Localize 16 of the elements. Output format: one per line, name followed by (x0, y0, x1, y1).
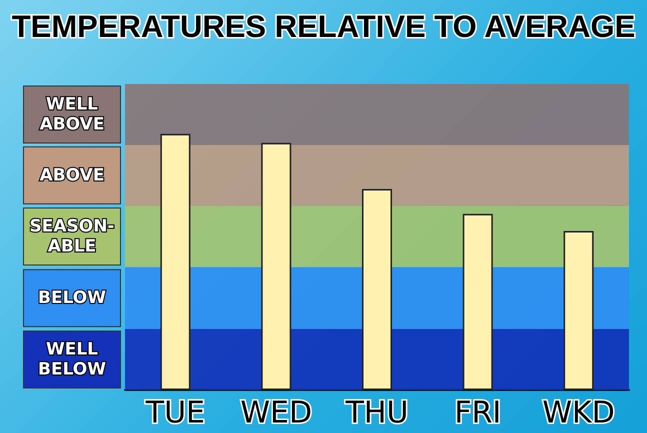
bar (160, 134, 190, 390)
band-label: BELOW (38, 288, 106, 308)
bar (362, 188, 392, 390)
band-label: WELL ABOVE (40, 94, 104, 134)
band-label: WELL BELOW (38, 340, 106, 380)
x-tick-label: WED (240, 396, 312, 430)
x-tick-label: THU (344, 396, 408, 430)
bar (564, 230, 594, 390)
band-label: ABOVE (40, 165, 104, 186)
bar (261, 142, 292, 390)
bar (462, 214, 493, 390)
x-tick-label: WKD (542, 396, 615, 430)
x-tick-label: FRI (454, 396, 502, 430)
chart-title: TEMPERATURES RELATIVE TO AVERAGE (12, 9, 636, 44)
x-tick-label: TUE (144, 396, 206, 430)
band-label: SEASON-ABLE (30, 216, 114, 256)
